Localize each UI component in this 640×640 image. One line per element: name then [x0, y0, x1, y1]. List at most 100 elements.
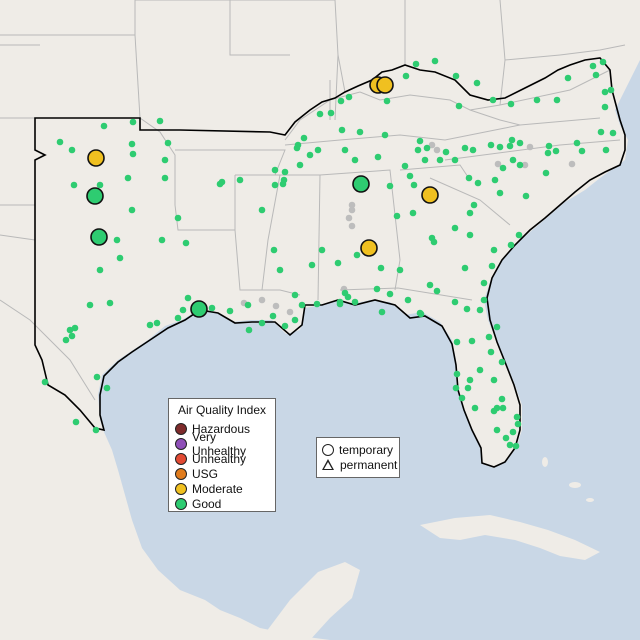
station-marker-good[interactable] — [68, 146, 76, 154]
station-marker-good[interactable] — [426, 281, 434, 289]
station-marker-good[interactable] — [72, 418, 80, 426]
station-marker-good[interactable] — [393, 212, 401, 220]
station-marker-good[interactable] — [244, 301, 252, 309]
station-marker-good[interactable] — [507, 241, 515, 249]
station-marker-good[interactable] — [490, 246, 498, 254]
station-marker-good[interactable] — [552, 147, 560, 155]
station-marker-good[interactable] — [269, 312, 277, 320]
station-marker-good[interactable] — [451, 298, 459, 306]
station-marker-moderate-large[interactable] — [376, 76, 394, 94]
station-marker-good[interactable] — [386, 182, 394, 190]
station-marker-good[interactable] — [502, 434, 510, 442]
station-marker-good[interactable] — [451, 224, 459, 232]
station-marker-good[interactable] — [129, 118, 137, 126]
station-marker-good[interactable] — [461, 264, 469, 272]
station-marker-good[interactable] — [453, 338, 461, 346]
station-marker-good[interactable] — [514, 420, 522, 428]
station-marker-good[interactable] — [553, 96, 561, 104]
station-marker-good[interactable] — [545, 142, 553, 150]
station-marker-good[interactable] — [506, 142, 514, 150]
station-marker-good[interactable] — [597, 128, 605, 136]
station-marker-good[interactable] — [318, 246, 326, 254]
station-marker-good[interactable] — [513, 413, 521, 421]
station-marker-good[interactable] — [592, 71, 600, 79]
station-marker-good[interactable] — [124, 174, 132, 182]
station-marker-good[interactable] — [461, 144, 469, 152]
station-marker-good[interactable] — [41, 378, 49, 386]
station-marker-good[interactable] — [490, 407, 498, 415]
station-marker-good[interactable] — [406, 172, 414, 180]
station-marker-good[interactable] — [184, 294, 192, 302]
station-marker-good[interactable] — [470, 201, 478, 209]
station-marker-no-data[interactable] — [348, 206, 356, 214]
station-marker-good[interactable] — [71, 324, 79, 332]
station-marker-good[interactable] — [226, 307, 234, 315]
station-marker-good[interactable] — [374, 153, 382, 161]
station-marker-good[interactable] — [161, 174, 169, 182]
station-marker-good[interactable] — [473, 79, 481, 87]
station-marker-good[interactable] — [493, 426, 501, 434]
station-marker-good[interactable] — [179, 306, 187, 314]
station-marker-good[interactable] — [533, 96, 541, 104]
station-marker-good[interactable] — [564, 74, 572, 82]
station-marker-good[interactable] — [373, 285, 381, 293]
station-marker-good[interactable] — [341, 146, 349, 154]
station-marker-good[interactable] — [291, 291, 299, 299]
station-marker-good-large[interactable] — [352, 175, 370, 193]
station-marker-good[interactable] — [491, 176, 499, 184]
station-marker-good[interactable] — [313, 300, 321, 308]
station-marker-no-data[interactable] — [286, 308, 294, 316]
station-marker-no-data[interactable] — [345, 214, 353, 222]
station-marker-good[interactable] — [455, 102, 463, 110]
station-marker-good[interactable] — [351, 298, 359, 306]
station-marker-good[interactable] — [466, 209, 474, 217]
station-marker-good[interactable] — [498, 395, 506, 403]
station-marker-good[interactable] — [431, 57, 439, 65]
station-marker-good[interactable] — [423, 144, 431, 152]
station-marker-good[interactable] — [281, 322, 289, 330]
station-marker-good[interactable] — [404, 296, 412, 304]
station-marker-good[interactable] — [271, 166, 279, 174]
station-marker-good[interactable] — [216, 180, 224, 188]
station-marker-good[interactable] — [442, 148, 450, 156]
station-marker-good[interactable] — [156, 117, 164, 125]
station-marker-good[interactable] — [128, 140, 136, 148]
station-marker-good[interactable] — [402, 72, 410, 80]
station-marker-good[interactable] — [164, 139, 172, 147]
station-marker-no-data[interactable] — [272, 302, 280, 310]
station-marker-no-data[interactable] — [568, 160, 576, 168]
station-marker-good[interactable] — [245, 326, 253, 334]
station-marker-good-large[interactable] — [86, 187, 104, 205]
station-marker-good[interactable] — [466, 231, 474, 239]
station-marker-good[interactable] — [281, 168, 289, 176]
station-marker-good[interactable] — [516, 139, 524, 147]
station-marker-good[interactable] — [62, 336, 70, 344]
station-marker-good[interactable] — [522, 192, 530, 200]
station-marker-no-data[interactable] — [521, 161, 529, 169]
station-marker-good[interactable] — [589, 62, 597, 70]
station-marker-good[interactable] — [480, 279, 488, 287]
station-marker-good[interactable] — [490, 376, 498, 384]
station-marker-good[interactable] — [96, 181, 104, 189]
station-marker-no-data[interactable] — [494, 160, 502, 168]
station-marker-good[interactable] — [128, 206, 136, 214]
station-marker-no-data[interactable] — [433, 146, 441, 154]
station-marker-good[interactable] — [409, 209, 417, 217]
station-marker-good[interactable] — [294, 141, 302, 149]
station-marker-good[interactable] — [103, 384, 111, 392]
station-marker-good[interactable] — [499, 164, 507, 172]
station-marker-good-large[interactable] — [190, 300, 208, 318]
station-marker-good[interactable] — [601, 88, 609, 96]
station-marker-good[interactable] — [291, 316, 299, 324]
station-marker-no-data[interactable] — [428, 141, 436, 149]
station-marker-good[interactable] — [452, 384, 460, 392]
station-marker-good[interactable] — [476, 366, 484, 374]
station-marker-good[interactable] — [208, 304, 216, 312]
station-marker-good[interactable] — [493, 323, 501, 331]
station-marker-good[interactable] — [496, 143, 504, 151]
station-marker-good[interactable] — [412, 60, 420, 68]
station-marker-moderate-large[interactable] — [421, 186, 439, 204]
station-marker-good[interactable] — [96, 266, 104, 274]
station-marker-good[interactable] — [306, 151, 314, 159]
